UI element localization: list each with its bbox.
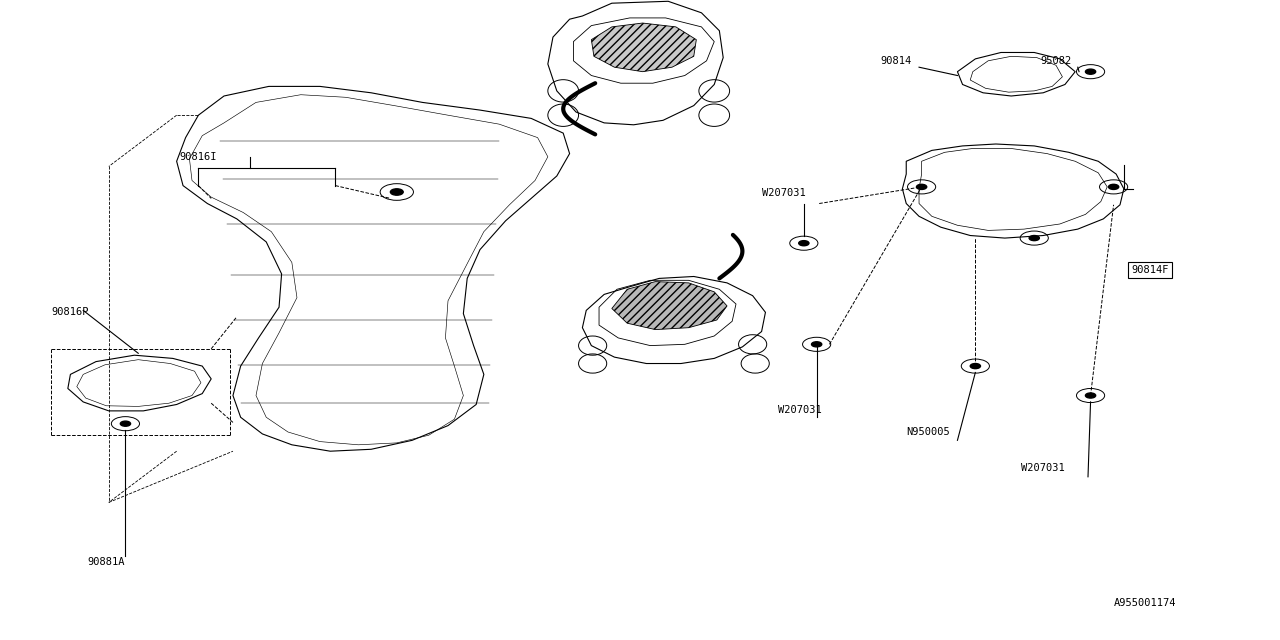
Circle shape [916,184,927,189]
Text: A955001174: A955001174 [1114,598,1176,608]
Circle shape [1085,393,1096,398]
Circle shape [390,189,403,195]
Text: 90881A: 90881A [87,557,124,567]
Circle shape [1085,69,1096,74]
Circle shape [799,241,809,246]
Circle shape [970,364,980,369]
Text: W207031: W207031 [778,404,822,415]
Circle shape [1108,184,1119,189]
Text: 90816P: 90816P [51,307,88,317]
Text: 95082: 95082 [1041,56,1071,66]
Polygon shape [612,282,727,330]
Text: W207031: W207031 [762,188,805,198]
Text: 90814: 90814 [881,56,911,66]
Text: 90816I: 90816I [179,152,218,162]
Text: W207031: W207031 [1021,463,1065,474]
Circle shape [1029,236,1039,241]
Text: N950005: N950005 [906,427,950,437]
Polygon shape [591,23,696,72]
Circle shape [812,342,822,347]
Circle shape [120,421,131,426]
Text: 90814F: 90814F [1132,265,1169,275]
